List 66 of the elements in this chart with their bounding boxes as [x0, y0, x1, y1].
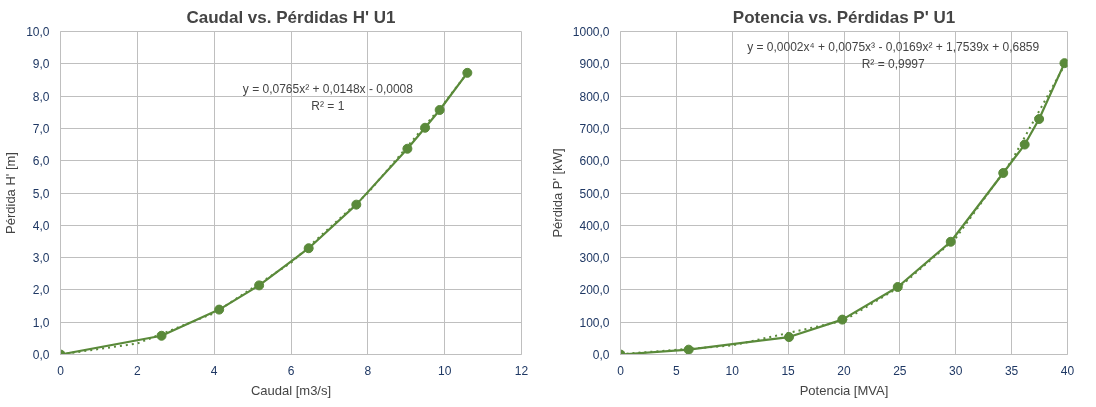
point [945, 236, 956, 247]
x-tick-label: 10 [725, 363, 740, 378]
point [998, 167, 1009, 178]
x-tick-label: 6 [287, 363, 295, 378]
chart-title: Potencia vs. Pérdidas P' U1 [732, 7, 956, 27]
y-tick-label: 400,0 [579, 218, 610, 233]
x-tick-label: 0 [617, 363, 625, 378]
y-tick-label: 9,0 [32, 57, 50, 72]
point [1059, 58, 1068, 69]
point [420, 122, 431, 133]
annotation: R² = 0,9997 [861, 57, 926, 72]
point [402, 143, 413, 154]
chart-title: Caudal vs. Pérdidas H' U1 [186, 7, 396, 27]
y-tick-label: 600,0 [579, 154, 610, 169]
point [1034, 114, 1045, 125]
point [351, 199, 362, 210]
annotation: y = 0,0765x² + 0,0148x - 0,0008 [242, 82, 414, 97]
y-tick-label: 700,0 [579, 121, 610, 136]
y-tick-label: 1000,0 [572, 25, 610, 39]
x-tick-label: 0 [57, 363, 65, 378]
annotation: R² = 1 [311, 99, 345, 114]
x-axis-title: Caudal [m3/s] [250, 382, 332, 398]
y-axis-title: Pérdida H' [m] [3, 152, 19, 234]
x-tick-label: 15 [781, 363, 796, 378]
y-tick-label: 7,0 [32, 121, 50, 136]
y-tick-label: 2,0 [32, 283, 50, 298]
point [462, 67, 473, 78]
y-tick-label: 8,0 [32, 89, 50, 104]
x-tick-label: 10 [437, 363, 452, 378]
point [254, 280, 265, 291]
point [683, 344, 694, 355]
point [784, 332, 795, 343]
x-tick-label: 35 [1004, 363, 1019, 378]
y-tick-label: 200,0 [579, 283, 610, 298]
y-tick-label: 3,0 [32, 251, 50, 266]
y-tick-label: 100,0 [579, 315, 610, 330]
point [837, 314, 848, 325]
y-tick-label: 0,0 [32, 348, 50, 362]
y-tick-label: 0,0 [592, 348, 610, 362]
x-tick-label: 2 [134, 363, 141, 378]
y-tick-label: 300,0 [579, 251, 610, 266]
point [303, 243, 314, 254]
x-tick-label: 40 [1060, 363, 1075, 378]
y-tick-label: 500,0 [579, 186, 610, 201]
x-tick-label: 20 [837, 363, 851, 378]
y-tick-label: 900,0 [579, 57, 610, 72]
y-tick-label: 4,0 [32, 218, 50, 233]
x-tick-label: 8 [364, 363, 372, 378]
y-tick-label: 10,0 [26, 25, 50, 39]
x-tick-label: 30 [949, 363, 963, 378]
y-tick-label: 800,0 [579, 89, 610, 104]
point [892, 282, 903, 292]
point [434, 105, 445, 115]
y-axis-title: Pérdida P' [kW] [549, 148, 565, 238]
y-tick-label: 5,0 [32, 186, 50, 201]
y-tick-label: 1,0 [32, 315, 50, 330]
annotation: y = 0,0002x⁴ + 0,0075x³ - 0,0169x² + 1,7539x + 0,6859 [747, 40, 1040, 55]
x-axis-title: Potencia [MVA] [799, 382, 889, 398]
x-tick-label: 4 [210, 363, 218, 378]
y-tick-label: 6,0 [32, 154, 50, 169]
x-tick-label: 25 [893, 363, 907, 378]
point [156, 330, 167, 341]
point [214, 304, 225, 315]
x-tick-label: 5 [673, 363, 681, 378]
x-tick-label: 12 [514, 363, 529, 378]
point [1019, 139, 1030, 150]
